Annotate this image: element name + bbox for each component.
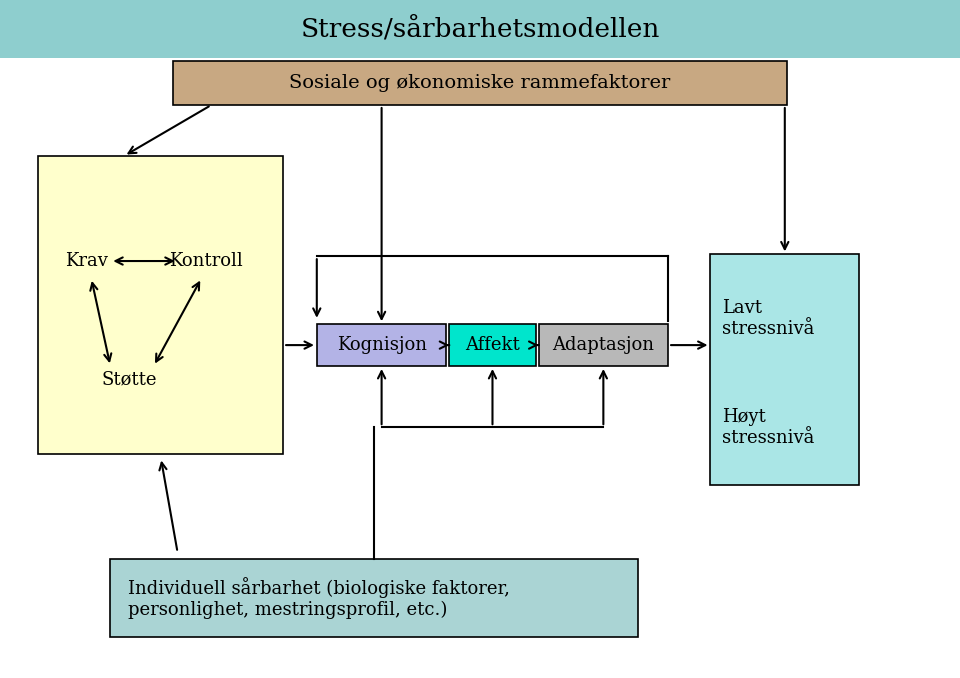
- Text: Støtte: Støtte: [102, 371, 157, 388]
- FancyBboxPatch shape: [317, 324, 446, 366]
- FancyBboxPatch shape: [38, 156, 283, 454]
- Text: Sosiale og økonomiske rammefaktorer: Sosiale og økonomiske rammefaktorer: [289, 74, 671, 92]
- Text: Lavt
stressnivå: Lavt stressnivå: [722, 300, 814, 338]
- Text: Adaptasjon: Adaptasjon: [552, 336, 655, 354]
- FancyBboxPatch shape: [110, 559, 638, 637]
- Text: Kontroll: Kontroll: [170, 252, 243, 270]
- Text: Individuell sårbarhet (biologiske faktorer,
personlighet, mestringsprofil, etc.): Individuell sårbarhet (biologiske faktor…: [128, 577, 510, 620]
- Text: Kognisjon: Kognisjon: [337, 336, 426, 354]
- FancyBboxPatch shape: [0, 0, 960, 58]
- Text: Affekt: Affekt: [465, 336, 520, 354]
- FancyBboxPatch shape: [539, 324, 668, 366]
- FancyBboxPatch shape: [449, 324, 536, 366]
- FancyBboxPatch shape: [173, 61, 787, 105]
- FancyBboxPatch shape: [710, 254, 859, 485]
- Text: Stress/sårbarhetsmodellen: Stress/sårbarhetsmodellen: [300, 16, 660, 42]
- Text: Krav: Krav: [65, 252, 108, 270]
- Text: Høyt
stressnivå: Høyt stressnivå: [722, 407, 814, 447]
